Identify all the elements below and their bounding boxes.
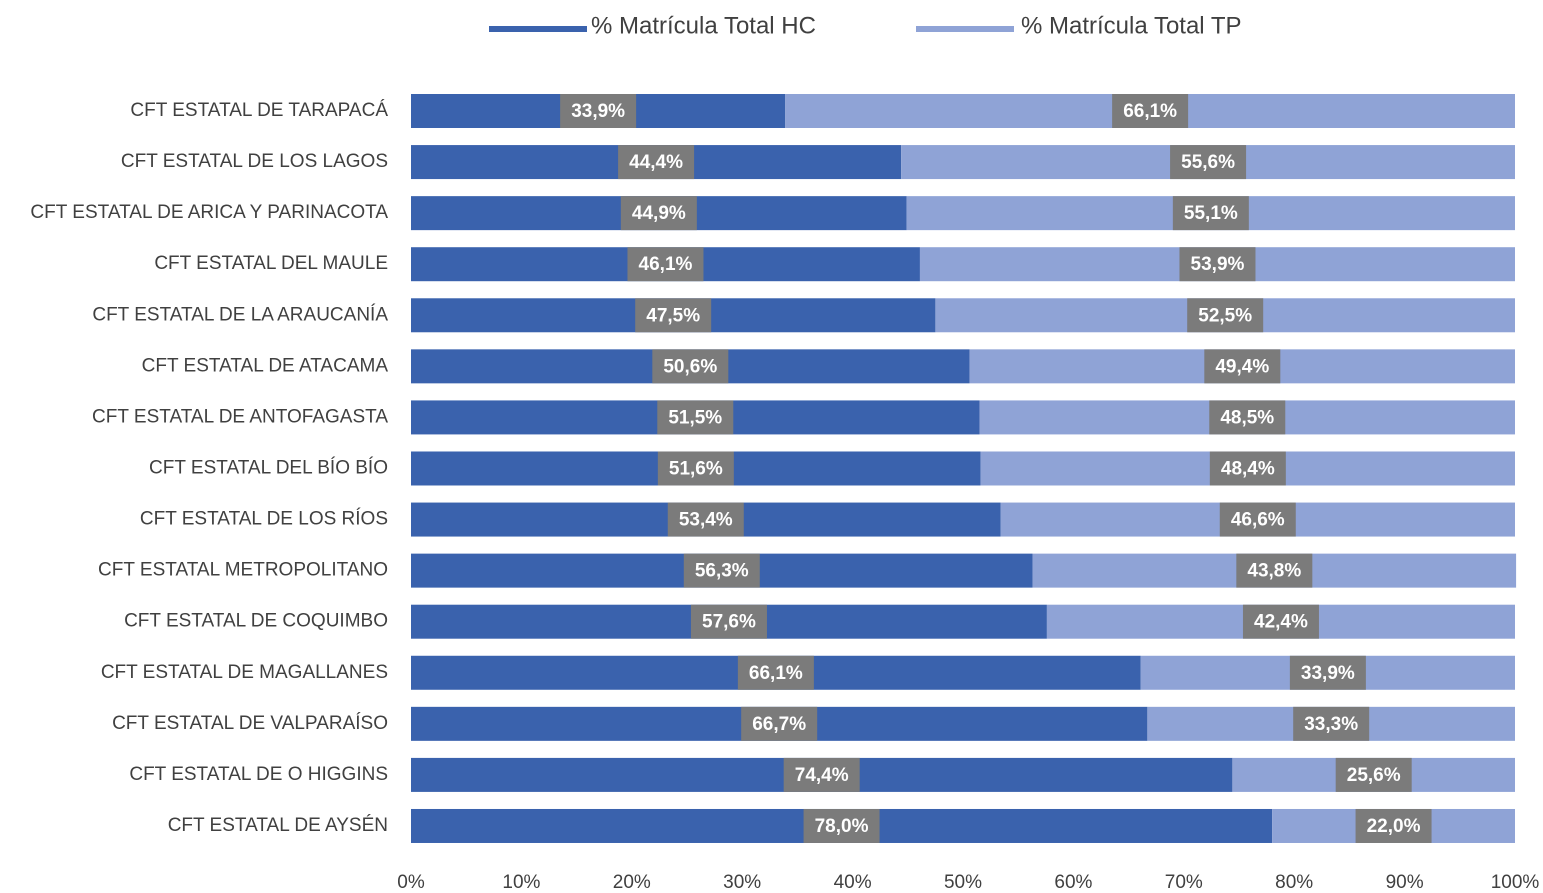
- value-label-box: [1172, 196, 1249, 231]
- value-label-box: [1209, 451, 1286, 486]
- x-tick-label: 30%: [723, 872, 761, 893]
- category-label: CFT ESTATAL DE TARAPACÁ: [130, 100, 388, 121]
- value-label-box: [1187, 298, 1264, 333]
- value-label: 46,6%: [1231, 510, 1285, 531]
- category-label: CFT ESTATAL DE LOS LAGOS: [121, 151, 388, 172]
- x-tick-label: 0%: [397, 872, 425, 893]
- value-label: 52,5%: [1198, 305, 1252, 326]
- value-label: 51,5%: [668, 407, 722, 428]
- legend-label: % Matrícula Total TP: [1021, 12, 1242, 39]
- value-label-box: [1236, 553, 1313, 588]
- value-label-box: [657, 400, 734, 435]
- value-label: 33,9%: [571, 101, 625, 122]
- value-label: 44,4%: [629, 152, 683, 173]
- value-label-box: [1112, 94, 1189, 128]
- x-tick-label: 60%: [1054, 872, 1092, 893]
- value-label-box: [657, 451, 734, 486]
- value-label-box: [652, 349, 729, 384]
- value-label-box: [560, 94, 637, 128]
- value-label: 55,1%: [1184, 203, 1238, 224]
- value-label: 53,4%: [679, 510, 733, 531]
- category-label: CFT ESTATAL DE COQUIMBO: [124, 611, 388, 632]
- value-label: 50,6%: [663, 356, 717, 377]
- value-label: 25,6%: [1347, 765, 1401, 786]
- value-label-box: [618, 145, 695, 180]
- value-label-box: [1289, 655, 1366, 690]
- category-label: CFT ESTATAL DE O HIGGINS: [129, 764, 388, 785]
- category-label: CFT ESTATAL DE AYSÉN: [168, 815, 388, 836]
- value-label-box: [1219, 502, 1296, 537]
- value-label: 49,4%: [1215, 356, 1269, 377]
- value-label-box: [783, 757, 860, 792]
- value-label-box: [635, 298, 712, 333]
- value-label: 66,7%: [752, 714, 806, 735]
- x-tick-label: 40%: [834, 872, 872, 893]
- value-label-box: [737, 655, 814, 690]
- value-label-box: [1293, 706, 1370, 741]
- x-tick-label: 10%: [502, 872, 540, 893]
- category-label: CFT ESTATAL DEL MAULE: [154, 253, 388, 274]
- value-label-box: [1204, 349, 1281, 384]
- value-label: 51,6%: [669, 459, 723, 480]
- value-label: 33,3%: [1304, 714, 1358, 735]
- value-label: 33,9%: [1301, 663, 1355, 684]
- value-label-box: [1209, 400, 1286, 435]
- value-label: 46,1%: [639, 254, 693, 275]
- value-label-box: [620, 196, 697, 231]
- value-label: 57,6%: [702, 612, 756, 633]
- category-label: CFT ESTATAL DE ANTOFAGASTA: [92, 406, 388, 427]
- value-label-box: [1355, 808, 1432, 843]
- category-label: CFT ESTATAL DE ATACAMA: [142, 355, 389, 376]
- value-label: 66,1%: [749, 663, 803, 684]
- value-label: 53,9%: [1191, 254, 1245, 275]
- value-label: 43,8%: [1247, 561, 1301, 582]
- value-label-box: [683, 553, 760, 588]
- category-label: CFT ESTATAL DE ARICA Y PARINACOTA: [30, 202, 388, 223]
- value-label: 48,4%: [1221, 459, 1275, 480]
- category-label: CFT ESTATAL DE VALPARAÍSO: [112, 713, 388, 734]
- value-label-box: [1335, 757, 1412, 792]
- value-label: 47,5%: [646, 305, 700, 326]
- category-label: CFT ESTATAL DEL BÍO BÍO: [149, 458, 388, 479]
- x-tick-label: 90%: [1386, 872, 1424, 893]
- value-label-box: [1242, 604, 1319, 639]
- x-tick-label: 80%: [1275, 872, 1313, 893]
- value-label: 44,9%: [632, 203, 686, 224]
- value-label: 74,4%: [795, 765, 849, 786]
- value-label-box: [803, 808, 880, 843]
- value-label-box: [1170, 145, 1247, 180]
- value-label-box: [667, 502, 744, 537]
- legend-label: % Matrícula Total HC: [591, 12, 816, 39]
- category-label: CFT ESTATAL DE MAGALLANES: [101, 662, 388, 683]
- category-label: CFT ESTATAL METROPOLITANO: [98, 560, 388, 581]
- value-label-box: [690, 604, 767, 639]
- value-label: 55,6%: [1181, 152, 1235, 173]
- category-label: CFT ESTATAL DE LOS RÍOS: [140, 509, 388, 530]
- value-label: 42,4%: [1254, 612, 1308, 633]
- value-label: 22,0%: [1367, 816, 1421, 837]
- value-label: 66,1%: [1123, 101, 1177, 122]
- value-label: 56,3%: [695, 561, 749, 582]
- value-label: 78,0%: [815, 816, 869, 837]
- value-label-box: [1179, 247, 1256, 282]
- x-tick-label: 70%: [1165, 872, 1203, 893]
- value-label-box: [627, 247, 704, 282]
- x-tick-label: 100%: [1491, 872, 1540, 893]
- value-label: 48,5%: [1220, 407, 1274, 428]
- category-label: CFT ESTATAL DE LA ARAUCANÍA: [92, 304, 388, 325]
- value-label-box: [741, 706, 818, 741]
- x-tick-label: 20%: [613, 872, 651, 893]
- x-tick-label: 50%: [944, 872, 982, 893]
